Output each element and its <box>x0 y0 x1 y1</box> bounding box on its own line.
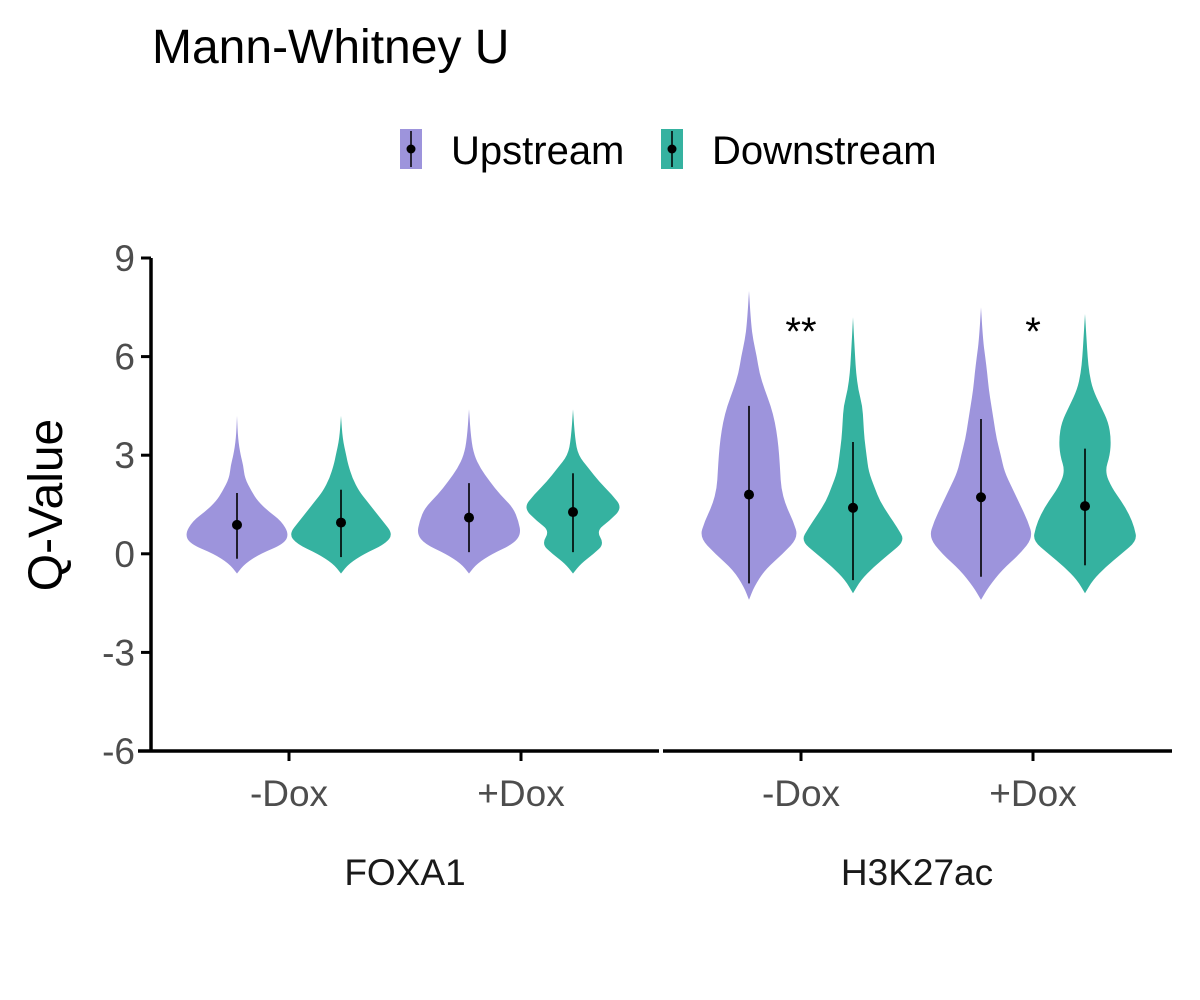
median-point-upstream <box>976 492 986 503</box>
median-point-downstream <box>1080 501 1090 512</box>
facet-h3k27ac: ** * <box>701 290 1136 600</box>
median-point-upstream <box>464 512 474 523</box>
legend-label: Upstream <box>451 129 624 173</box>
y-axis-label: Q-Value <box>20 419 73 592</box>
x-axis: -Dox +Dox FOXA1 -Dox +Dox H3K27ac <box>138 749 1172 893</box>
facet-label: H3K27ac <box>841 852 993 893</box>
legend-key-point <box>406 144 416 154</box>
x-tick-label: -Dox <box>250 773 329 814</box>
x-tick-label: +Dox <box>477 773 565 814</box>
y-tick-label: -3 <box>102 632 135 673</box>
median-point-downstream <box>848 502 858 513</box>
y-tick-label: 6 <box>114 337 135 378</box>
facet-label: FOXA1 <box>344 852 465 893</box>
legend-item-downstream: Downstream <box>661 129 937 173</box>
y-tick-label: 3 <box>114 435 135 476</box>
y-tick-label: 9 <box>114 238 135 279</box>
legend-item-upstream: Upstream <box>400 129 624 173</box>
facet-foxa1 <box>186 409 620 574</box>
median-point-downstream <box>336 517 346 528</box>
y-tick-label: 0 <box>114 534 135 575</box>
significance-label: ** <box>785 310 816 354</box>
y-axis: 9 6 3 0 -3 -6 <box>102 238 153 772</box>
x-tick-label: -Dox <box>762 773 841 814</box>
legend-key-point <box>667 144 677 154</box>
chart-title: Mann-Whitney U <box>152 21 509 74</box>
median-point-downstream <box>568 507 578 518</box>
median-point-upstream <box>232 519 242 530</box>
y-tick-label: -6 <box>102 731 135 772</box>
median-point-upstream <box>744 489 754 500</box>
significance-label: * <box>1025 310 1041 354</box>
legend-label: Downstream <box>712 129 937 173</box>
x-tick-label: +Dox <box>989 773 1077 814</box>
legend: Upstream Downstream <box>400 129 937 173</box>
plot-area: ** * <box>186 290 1136 600</box>
